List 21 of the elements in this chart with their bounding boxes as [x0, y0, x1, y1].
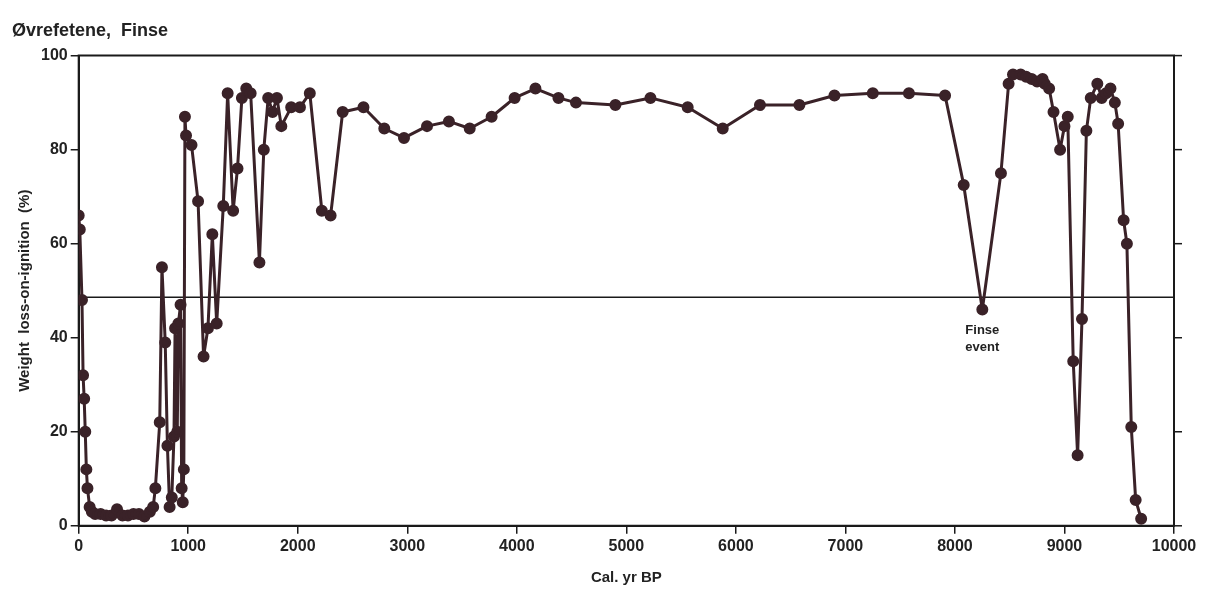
x-tick-label: 8000 [937, 536, 973, 554]
x-tick-label: 6000 [718, 536, 754, 554]
chart-title: Øvrefetene, Finse [12, 19, 169, 40]
x-tick-label: 4000 [499, 536, 535, 554]
x-tick-label: 2000 [279, 536, 316, 554]
x-axis-title: Cal. yr BP [590, 568, 662, 586]
y-tick-label: 60 [49, 234, 68, 252]
x-tick-label: 5000 [608, 536, 645, 554]
y-tick-label: 80 [49, 140, 68, 158]
y-tick-label: 40 [49, 328, 68, 346]
y-tick-label: 0 [58, 516, 68, 534]
x-tick-label: 9000 [1046, 536, 1083, 554]
x-tick-label: 3000 [389, 536, 426, 554]
x-tick-label: 10000 [1151, 536, 1197, 554]
y-axis-title: Weight loss-on-ignition (%) [15, 189, 33, 392]
annotation: Finse event [965, 321, 1000, 354]
x-tick-label: 0 [74, 536, 84, 554]
x-tick-label: 7000 [827, 536, 864, 554]
y-tick-label: 100 [40, 46, 68, 64]
y-tick-label: 20 [49, 422, 68, 440]
x-tick-label: 1000 [170, 536, 207, 554]
